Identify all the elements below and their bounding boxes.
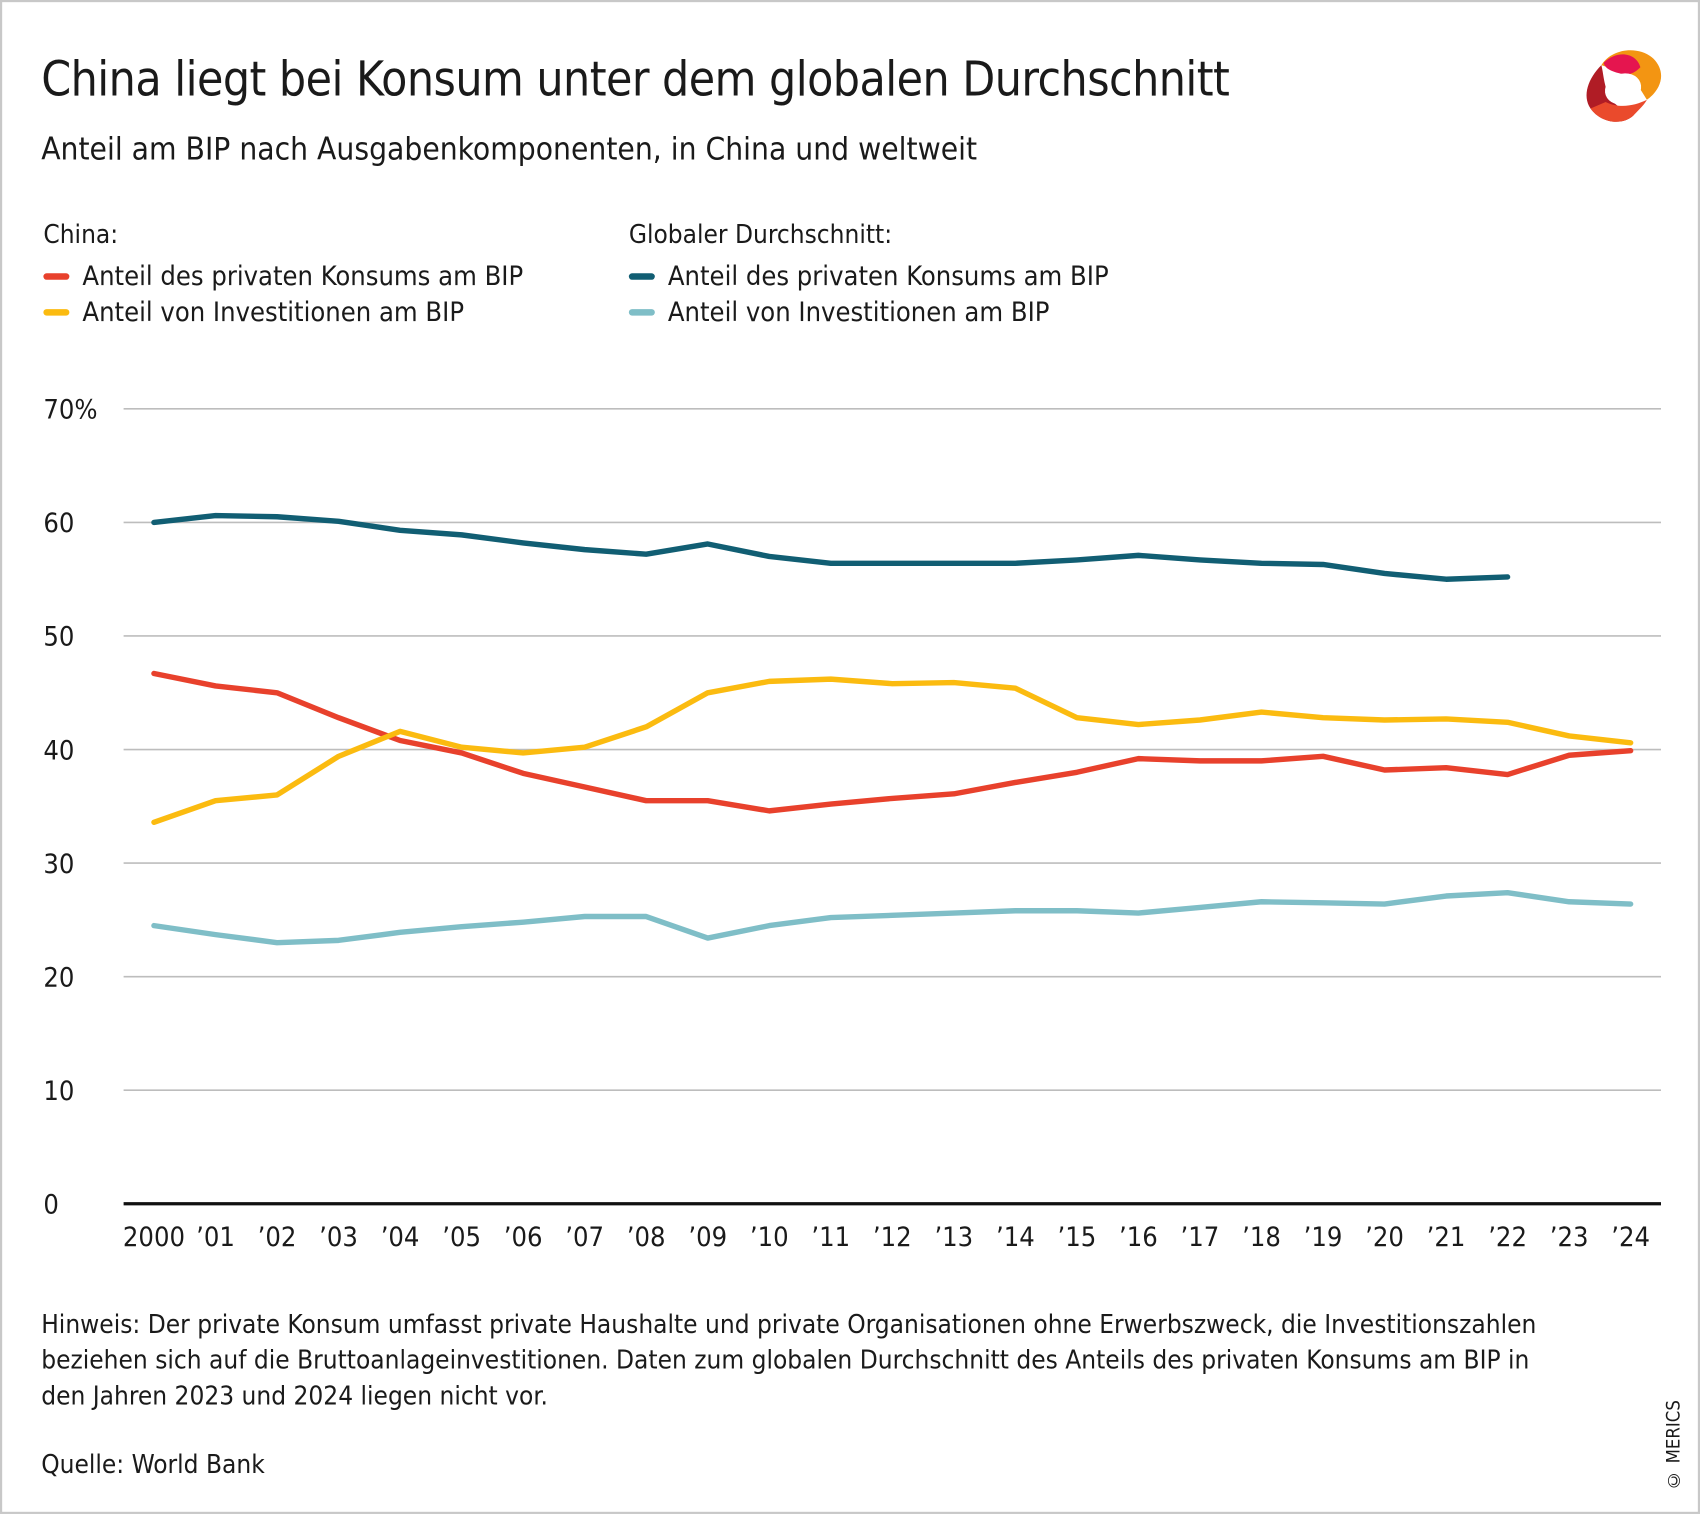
y-tick-label: 20 [43,962,74,993]
legend-item: Anteil von Investitionen am BIP [43,296,465,328]
x-tick-label: 2000 [123,1222,185,1253]
x-tick-label: ’02 [258,1222,297,1253]
y-tick-label: 60 [43,508,74,539]
legend-group-global: Globaler Durchschnitt: [628,219,893,250]
legend-swatch [43,272,70,280]
legend-item: Anteil von Investitionen am BIP [628,296,1050,328]
chart-source: Quelle: World Bank [41,1448,265,1480]
legend-label: Anteil des privaten Konsums am BIP [667,260,1109,292]
series-line [151,512,1511,582]
y-tick-label: 50 [43,622,74,653]
x-tick-label: ’18 [1242,1222,1281,1253]
merics-logo-icon [1586,50,1662,122]
y-tick-label: 40 [43,735,74,766]
chart-note: Hinweis: Der private Konsum umfasst priv… [41,1308,1537,1411]
series-line [151,676,1634,825]
y-tick-label: 70% [43,395,97,426]
x-tick-label: ’15 [1058,1222,1097,1253]
chart-title: China liegt bei Konsum unter dem globale… [41,52,1230,108]
x-tick-label: ’17 [1181,1222,1220,1253]
x-tick-label: ’08 [627,1222,666,1253]
x-tick-label: ’21 [1427,1222,1466,1253]
legend-group-china: China: [43,219,119,250]
legend-item: Anteil des privaten Konsums am BIP [43,260,524,292]
x-tick-label: ’12 [873,1222,912,1253]
legend-item: Anteil des privaten Konsums am BIP [628,260,1109,292]
x-tick-label: ’20 [1365,1222,1404,1253]
series-line [151,889,1634,946]
legend-swatch [43,308,70,316]
x-tick-label: ’24 [1611,1222,1650,1253]
x-tick-label: ’06 [504,1222,543,1253]
x-tick-label: ’22 [1488,1222,1527,1253]
x-tick-label: ’01 [196,1222,235,1253]
x-tick-label: ’13 [934,1222,973,1253]
x-tick-label: ’19 [1304,1222,1343,1253]
line-chart: 0 10 20 30 40 50 60 70% 2000 ’01 ’02 ’03 ’04 ’05 ’06 ’0… [43,395,1661,1253]
x-tick-label: ’23 [1550,1222,1589,1253]
x-tick-label: ’09 [688,1222,727,1253]
x-tick-label: ’04 [381,1222,420,1253]
legend-label: Anteil von Investitionen am BIP [667,296,1050,328]
x-tick-label: ’05 [442,1222,481,1253]
y-tick-label: 0 [43,1190,59,1221]
legend-swatch [628,272,655,280]
x-tick-label: ’03 [319,1222,358,1253]
x-tick-label: ’11 [811,1222,850,1253]
x-tick-label: ’07 [565,1222,604,1253]
copyright: © MERICS [1663,1399,1685,1491]
series-line [151,670,1634,814]
x-tick-label: ’14 [996,1222,1035,1253]
legend-label: Anteil des privaten Konsums am BIP [82,260,524,292]
x-tick-label: ’10 [750,1222,789,1253]
y-tick-label: 10 [43,1076,74,1107]
chart-subtitle: Anteil am BIP nach Ausgabenkomponenten, … [41,130,978,168]
legend-label: Anteil von Investitionen am BIP [82,296,465,328]
x-tick-label: ’16 [1119,1222,1158,1253]
y-tick-label: 30 [43,849,74,880]
legend-swatch [628,308,655,316]
